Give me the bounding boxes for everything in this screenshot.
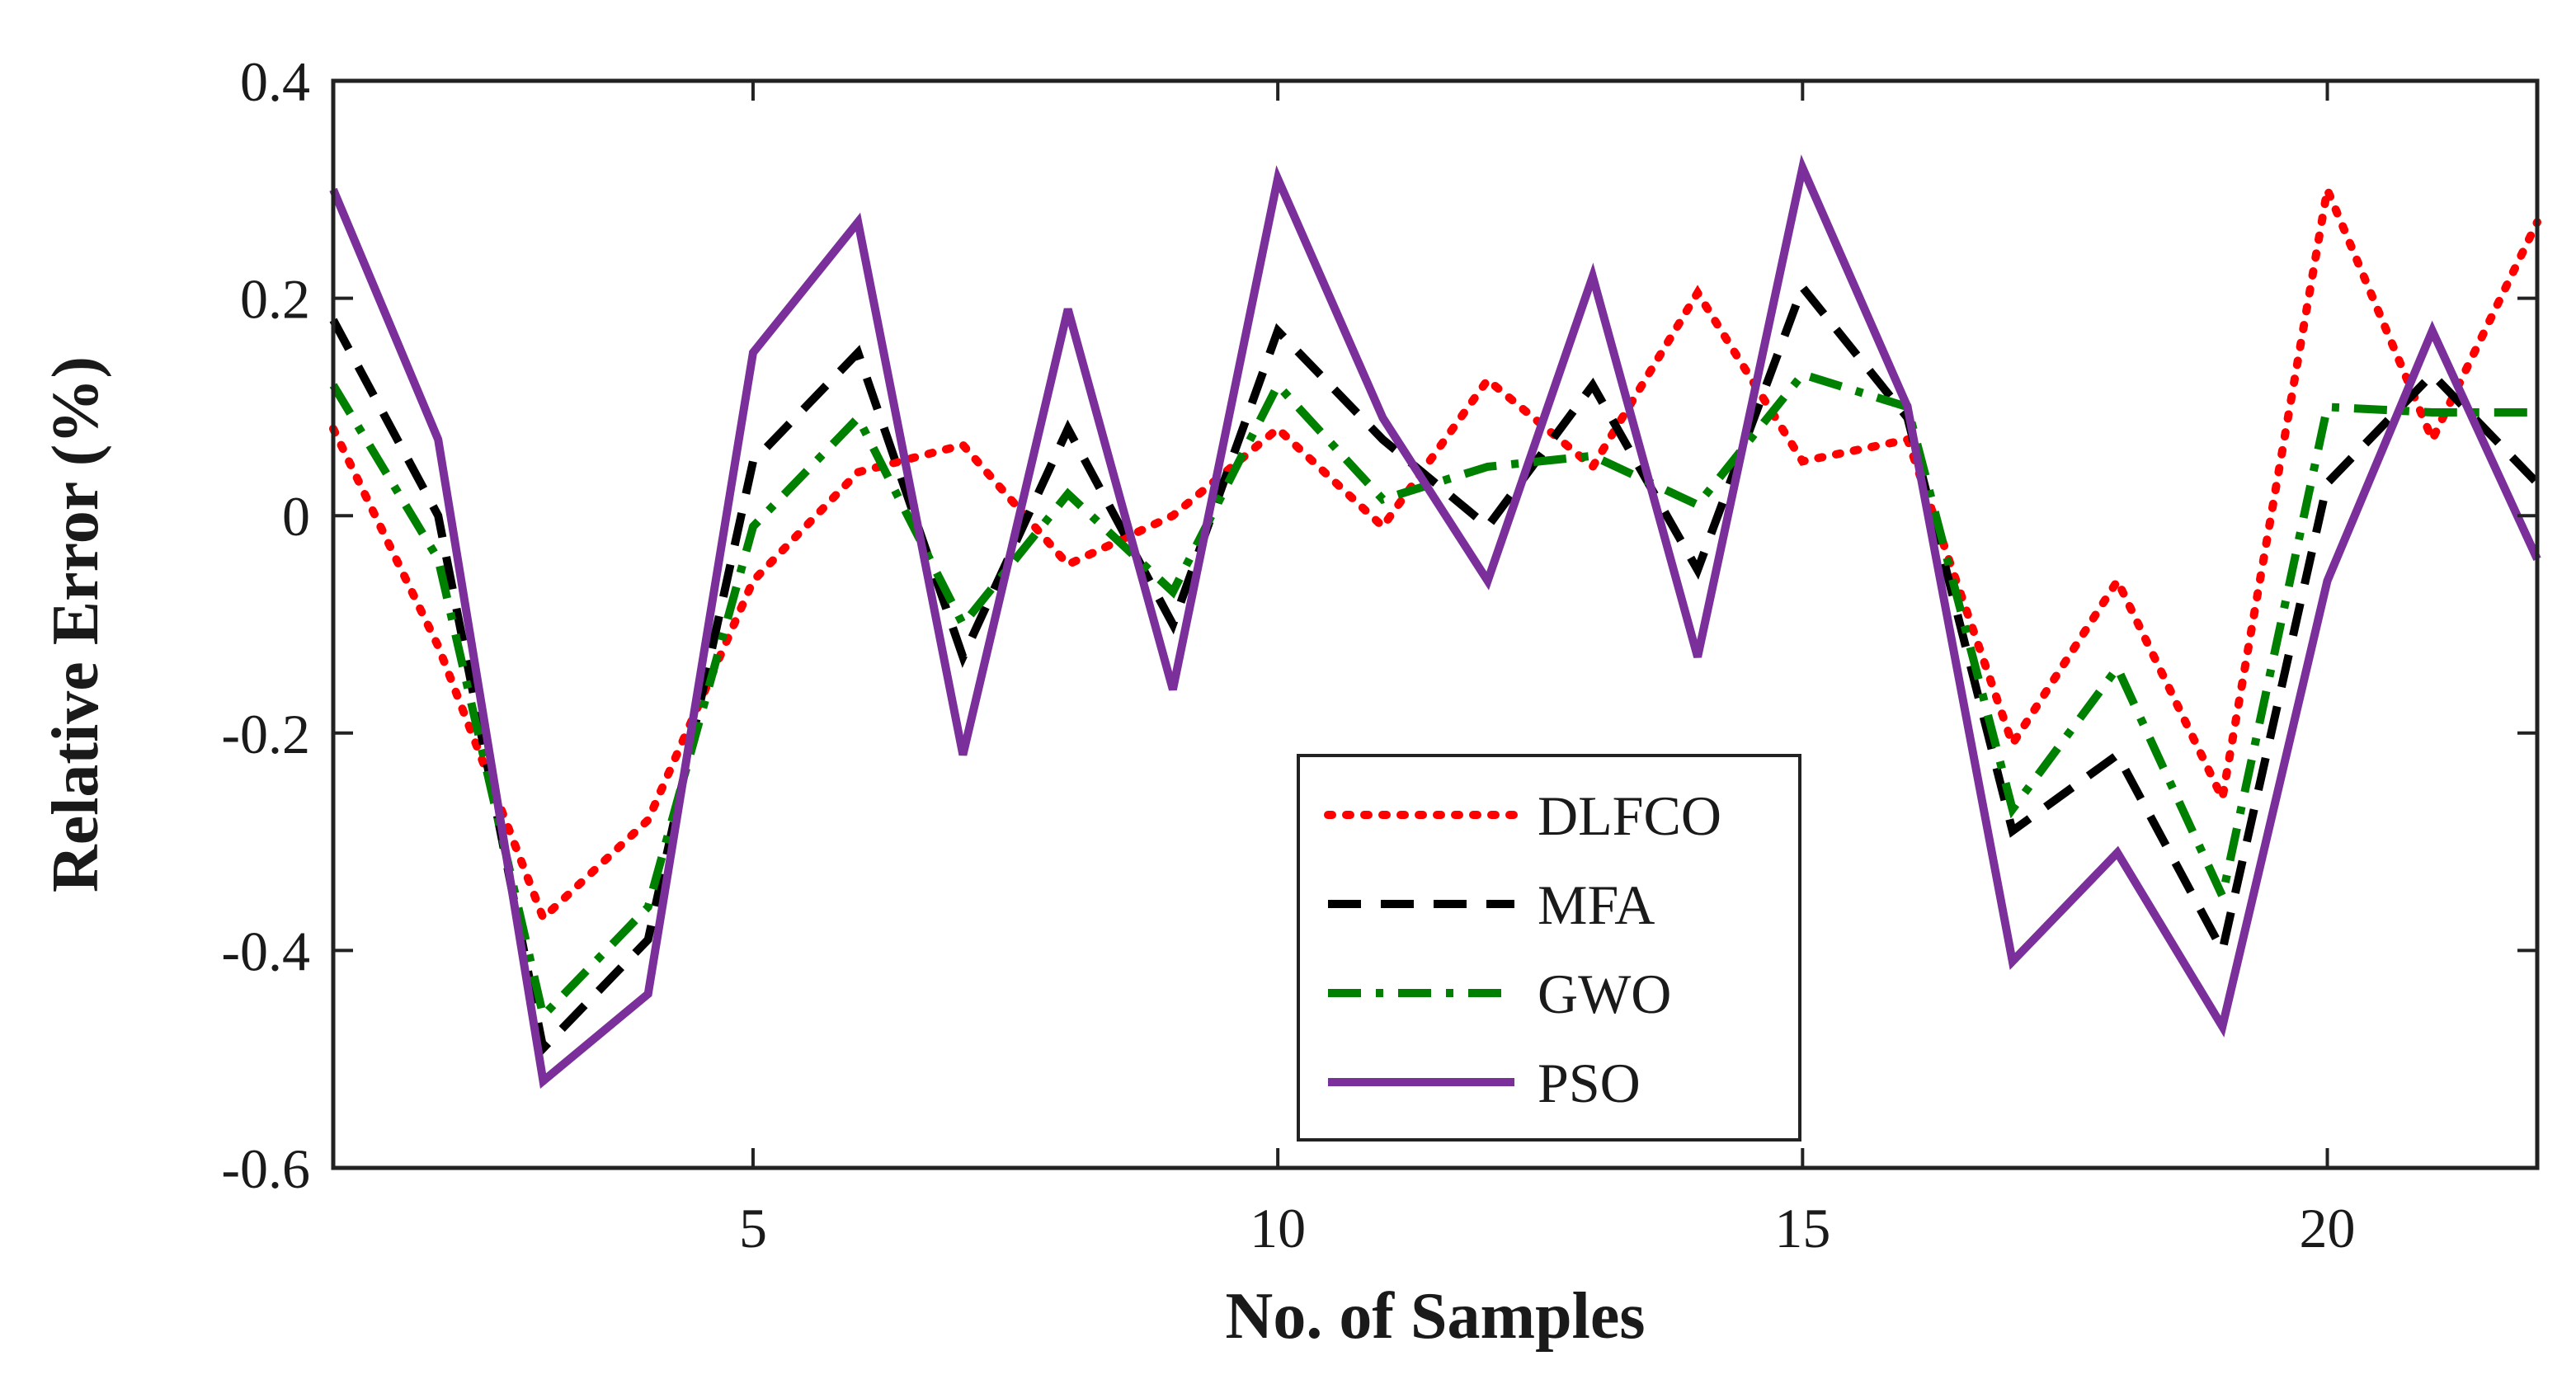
y-axis-title: Relative Error (%) (40, 356, 112, 892)
legend-label-gwo: GWO (1538, 963, 1671, 1025)
y-tick-label: 0.4 (240, 50, 310, 113)
legend-box (1297, 754, 1801, 1142)
y-tick-label: -0.2 (221, 703, 310, 765)
series-line-gwo (329, 370, 2537, 1024)
series-layer (329, 154, 2541, 1090)
legend: DLFCO MFA GWO PSO (1297, 754, 1801, 1142)
series-line-pso (329, 154, 2541, 1090)
series-line-mfa (329, 279, 2541, 1057)
x-axis-title: No. of Samples (1226, 1280, 1646, 1353)
y-tick-label: -0.6 (221, 1137, 310, 1200)
x-tick-label: 15 (1774, 1197, 1830, 1259)
y-tick-label: 0 (282, 485, 310, 548)
y-tick-label: 0.2 (240, 268, 310, 331)
tick-layer: -0.6 -0.4 -0.2 0 0.2 0.4 5 10 15 20 (221, 50, 2537, 1259)
legend-label-dlfco: DLFCO (1538, 784, 1721, 847)
x-tick-label: 20 (2300, 1197, 2356, 1259)
y-tick-label: -0.4 (221, 920, 310, 982)
x-tick-label: 5 (739, 1197, 767, 1259)
x-tick-label: 10 (1250, 1197, 1306, 1259)
legend-label-pso: PSO (1538, 1052, 1641, 1114)
plot-frame (331, 78, 2540, 1170)
series-line-dlfco (329, 175, 2541, 925)
legend-label-mfa: MFA (1538, 873, 1655, 936)
